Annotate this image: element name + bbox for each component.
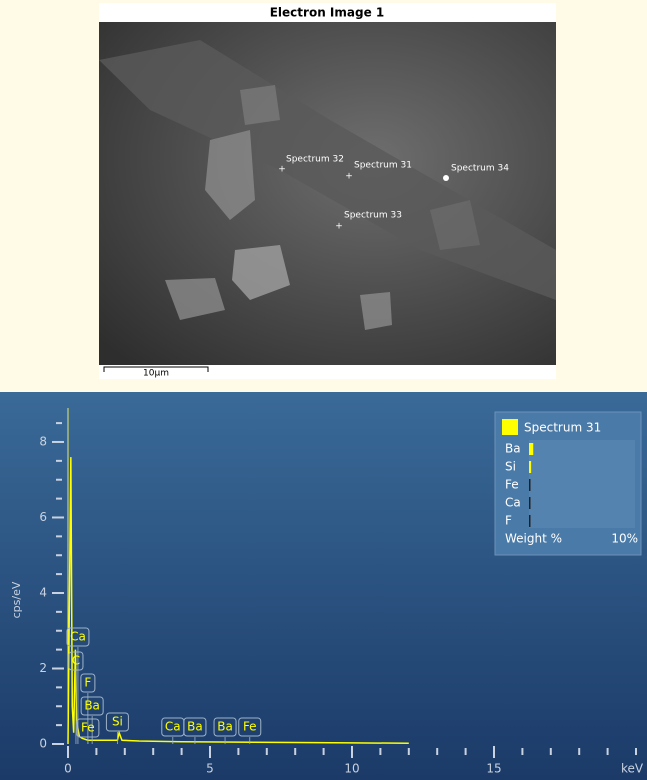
weight-element: Fe bbox=[505, 478, 519, 492]
weight-bar bbox=[529, 479, 531, 491]
weight-max-label: 10% bbox=[611, 532, 638, 546]
weight-element: Ca bbox=[505, 496, 521, 510]
y-tick-label: 6 bbox=[39, 510, 47, 524]
weight-plot bbox=[529, 440, 635, 528]
peak-label-box bbox=[80, 696, 104, 716]
weight-element: Ba bbox=[505, 442, 521, 456]
peak-label-box bbox=[66, 627, 90, 647]
spectrum-line bbox=[67, 457, 409, 745]
point-marker bbox=[443, 175, 449, 181]
weight-element: Si bbox=[505, 460, 516, 474]
point-label: Spectrum 34 bbox=[451, 164, 509, 174]
x-axis-label: keV bbox=[621, 762, 644, 776]
x-tick-label: 5 bbox=[206, 762, 214, 776]
peak-label: Ba bbox=[217, 720, 233, 734]
peak-label: Si bbox=[112, 715, 123, 729]
peak-label: Ca bbox=[165, 720, 181, 734]
weight-bar bbox=[529, 461, 532, 473]
weight-bar bbox=[529, 497, 531, 509]
legend-swatch bbox=[502, 419, 518, 435]
peak-label-box bbox=[68, 651, 84, 671]
weight-bar bbox=[529, 443, 534, 455]
peak-label: Fe bbox=[81, 721, 95, 735]
y-tick-label: 4 bbox=[39, 585, 47, 599]
weight-element: F bbox=[505, 514, 512, 528]
peak-label-box bbox=[105, 712, 129, 732]
x-tick-label: 0 bbox=[64, 762, 72, 776]
peak-label: F bbox=[84, 676, 91, 690]
peak-label-box bbox=[213, 717, 237, 737]
image-title: Electron Image 1 bbox=[270, 6, 385, 20]
point-label: Spectrum 32 bbox=[286, 155, 344, 165]
peak-label: Ba bbox=[84, 699, 100, 713]
y-axis-label: cps/eV bbox=[10, 581, 23, 618]
peak-label-box bbox=[80, 673, 96, 693]
x-tick-label: 10 bbox=[344, 762, 359, 776]
y-tick-label: 2 bbox=[39, 661, 47, 675]
point-marker: + bbox=[335, 222, 343, 232]
spectrum-points: + Spectrum 32 + Spectrum 31 Spectrum 34 … bbox=[278, 155, 509, 232]
peak-label-box bbox=[238, 717, 262, 737]
peak-label-box bbox=[76, 718, 100, 738]
peak-label: Fe bbox=[243, 720, 257, 734]
sem-features bbox=[99, 40, 556, 330]
weight-title: Weight % bbox=[505, 532, 562, 546]
point-marker: + bbox=[345, 172, 353, 182]
peak-label: C bbox=[72, 654, 80, 668]
peak-label-box bbox=[183, 717, 207, 737]
point-label: Spectrum 31 bbox=[354, 161, 412, 171]
weight-bar bbox=[529, 515, 531, 527]
point-label: Spectrum 33 bbox=[344, 211, 402, 221]
peak-label: Ba bbox=[187, 720, 203, 734]
legend-label: Spectrum 31 bbox=[524, 421, 601, 435]
x-tick-label: 15 bbox=[486, 762, 501, 776]
y-tick-label: 8 bbox=[39, 434, 47, 448]
y-tick-label: 0 bbox=[39, 737, 47, 751]
point-marker: + bbox=[278, 165, 286, 175]
scale-bar bbox=[103, 366, 209, 372]
scale-bar-label: 10µm bbox=[143, 369, 169, 379]
peak-label: Ca bbox=[70, 630, 86, 644]
